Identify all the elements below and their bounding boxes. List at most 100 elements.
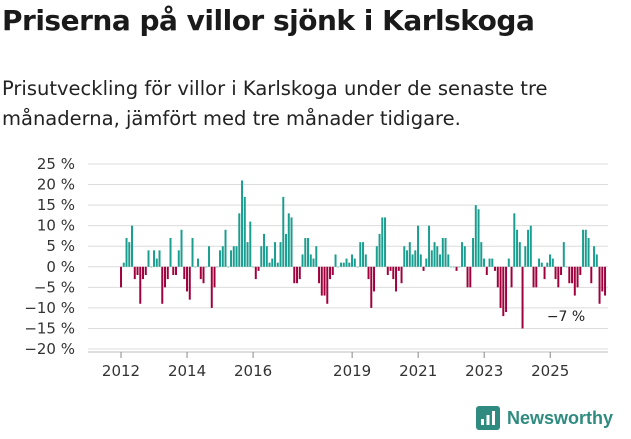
bar bbox=[441, 238, 444, 267]
bar bbox=[142, 266, 145, 280]
bar bbox=[334, 254, 337, 267]
bar bbox=[164, 266, 167, 288]
bar bbox=[466, 266, 469, 288]
bar bbox=[359, 242, 362, 267]
bar bbox=[309, 254, 312, 267]
bar bbox=[595, 254, 598, 267]
bar bbox=[210, 266, 213, 308]
bar bbox=[518, 242, 521, 267]
bar bbox=[188, 266, 191, 300]
bar bbox=[450, 266, 453, 268]
bar bbox=[230, 250, 233, 267]
bar bbox=[235, 246, 238, 267]
bar bbox=[320, 266, 323, 296]
bar bbox=[573, 266, 576, 296]
bar bbox=[400, 266, 403, 284]
x-tick-label: 2016 bbox=[234, 362, 272, 380]
bar bbox=[516, 229, 519, 267]
bar bbox=[221, 246, 224, 267]
bar bbox=[496, 266, 499, 288]
bar bbox=[582, 229, 585, 267]
bar bbox=[356, 266, 359, 268]
bar bbox=[428, 225, 431, 267]
bar bbox=[120, 266, 123, 288]
bar bbox=[532, 266, 535, 288]
bar bbox=[260, 246, 263, 267]
bar bbox=[565, 266, 568, 268]
bar bbox=[452, 266, 455, 268]
bar bbox=[296, 266, 299, 284]
bar bbox=[568, 266, 571, 284]
bar bbox=[351, 254, 354, 267]
bar bbox=[593, 246, 596, 267]
bar bbox=[389, 266, 392, 271]
bar bbox=[397, 266, 400, 271]
bar bbox=[381, 217, 384, 267]
bar bbox=[122, 262, 125, 267]
last-value-label: −7 % bbox=[547, 309, 585, 325]
bar bbox=[254, 266, 257, 280]
bar bbox=[243, 196, 246, 267]
bar bbox=[472, 238, 475, 267]
bar bbox=[285, 233, 288, 267]
y-axis-ticks: 25 % 20 % 15 % 10 % 5 % 0 % −5 % −10 % −15 % −20 … bbox=[24, 155, 75, 358]
bar bbox=[271, 258, 274, 267]
bar bbox=[257, 266, 260, 271]
bar bbox=[307, 238, 310, 267]
bar bbox=[202, 266, 205, 284]
bar bbox=[436, 246, 439, 267]
bar bbox=[587, 238, 590, 267]
bar bbox=[447, 254, 450, 267]
bar bbox=[158, 250, 161, 267]
newsworthy-logo-icon bbox=[476, 406, 500, 430]
bar bbox=[527, 229, 530, 267]
bar bbox=[161, 266, 164, 304]
bar bbox=[458, 266, 461, 268]
x-tick-label: 2025 bbox=[531, 362, 569, 380]
bar bbox=[551, 258, 554, 267]
bar bbox=[494, 266, 497, 271]
x-tick-label: 2019 bbox=[333, 362, 371, 380]
bar bbox=[543, 266, 546, 280]
bar bbox=[488, 258, 491, 267]
bar bbox=[510, 266, 513, 288]
bar bbox=[562, 242, 565, 267]
bar bbox=[406, 250, 409, 267]
bar bbox=[197, 258, 200, 267]
bar bbox=[507, 258, 510, 267]
bar bbox=[529, 225, 532, 267]
bar bbox=[224, 229, 227, 267]
bar bbox=[329, 266, 332, 280]
bar bbox=[169, 238, 172, 267]
bar bbox=[345, 258, 348, 267]
bar bbox=[505, 266, 508, 312]
x-tick-label: 2014 bbox=[168, 362, 206, 380]
bar bbox=[461, 242, 464, 267]
bar bbox=[480, 242, 483, 267]
bar bbox=[386, 266, 389, 275]
bar bbox=[601, 266, 604, 292]
bar bbox=[166, 266, 169, 280]
y-tick-label: 5 % bbox=[46, 237, 75, 255]
bar bbox=[502, 266, 505, 317]
bar bbox=[337, 266, 340, 268]
bar bbox=[318, 266, 321, 284]
y-tick-label: −15 % bbox=[24, 319, 75, 337]
bar bbox=[205, 266, 208, 268]
bar bbox=[430, 250, 433, 267]
bar bbox=[279, 242, 282, 267]
bar bbox=[469, 266, 472, 288]
bar bbox=[136, 266, 139, 275]
bar bbox=[139, 266, 142, 304]
grid-lines bbox=[88, 163, 608, 350]
bar bbox=[323, 266, 326, 296]
bar bbox=[216, 266, 219, 268]
bar bbox=[186, 266, 189, 292]
bar bbox=[246, 242, 249, 267]
bar bbox=[463, 246, 466, 267]
bar bbox=[554, 266, 557, 280]
y-tick-label: 15 % bbox=[37, 196, 75, 214]
bar bbox=[540, 262, 543, 267]
bar bbox=[576, 266, 579, 288]
